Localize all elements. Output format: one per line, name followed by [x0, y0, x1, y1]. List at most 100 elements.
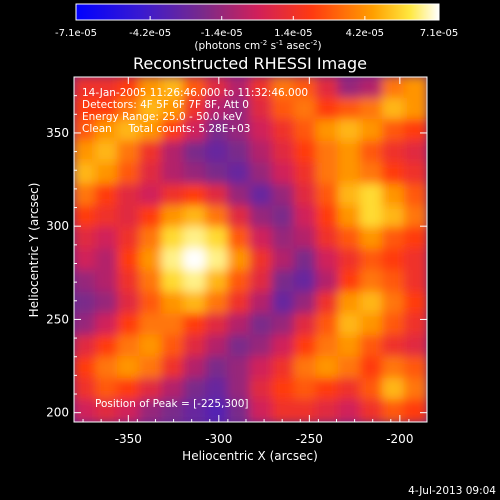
heatmap-cell: [315, 291, 340, 316]
heatmap-cell: [381, 119, 406, 143]
heatmap-cell: [183, 356, 208, 380]
heatmap-cell: [183, 140, 208, 165]
heatmap-cell: [74, 270, 98, 294]
heatmap-cell: [205, 162, 230, 186]
heatmap-cell: [161, 77, 186, 100]
heatmap-cell: [315, 119, 340, 143]
heatmap-cell: [249, 119, 274, 143]
heatmap-cell: [117, 356, 142, 380]
heatmap-cell: [227, 248, 252, 273]
heatmap-cell: [95, 226, 120, 251]
heatmap-cell: [205, 205, 230, 229]
heatmap-cell: [227, 270, 252, 294]
heatmap-cell: [403, 140, 427, 165]
heatmap-cell: [271, 97, 296, 122]
heatmap-cell: [337, 334, 362, 359]
heatmap-cell: [205, 334, 230, 359]
heatmap-cell: [337, 162, 362, 186]
heatmap-cell: [139, 377, 164, 402]
heatmap-cell: [74, 140, 98, 165]
footer-date: 4-Jul-2013 09:04: [408, 485, 496, 497]
heatmap-cell: [227, 226, 252, 251]
heatmap-cell: [161, 377, 186, 402]
heatmap-cell: [139, 162, 164, 186]
heatmap-cell: [381, 205, 406, 229]
heatmap-cell: [205, 97, 230, 122]
heatmap-cell: [337, 399, 362, 422]
x-tick-label: -200: [386, 432, 413, 446]
heatmap-cell: [337, 140, 362, 165]
heatmap-cell: [139, 77, 164, 100]
heatmap-cell: [249, 205, 274, 229]
heatmap-cell: [183, 313, 208, 337]
heatmap-cell: [293, 334, 318, 359]
heatmap-cell: [315, 248, 340, 273]
heatmap-cell: [249, 226, 274, 251]
y-axis-ticks: 200 250 300 350: [46, 95, 427, 420]
heatmap-cell: [337, 248, 362, 273]
heatmap-cell: [139, 399, 164, 422]
heatmap-cell: [74, 291, 98, 316]
heatmap-cell: [139, 248, 164, 273]
heatmap-cell: [95, 334, 120, 359]
heatmap-cell: [161, 162, 186, 186]
heatmap-cell: [117, 140, 142, 165]
heatmap-cell: [359, 313, 384, 337]
heatmap-cell: [293, 97, 318, 122]
heatmap-cell: [161, 399, 186, 422]
heatmap-cell: [227, 313, 252, 337]
annotation-clean: Clean Total counts: 5.28E+03: [82, 123, 251, 135]
heatmap-cell: [403, 334, 427, 359]
heatmap-cell: [271, 205, 296, 229]
heatmap-cell: [381, 183, 406, 208]
x-tick-label: -300: [205, 432, 232, 446]
x-axis-ticks: -350 -300 -250 -200: [82, 77, 413, 446]
heatmap-cell: [74, 248, 98, 273]
heatmap-cell: [403, 291, 427, 316]
heatmap-cell: [359, 162, 384, 186]
colorbar-tick-label: 4.2e-05: [346, 28, 384, 39]
heatmap-cell: [161, 140, 186, 165]
heatmap-cell: [95, 162, 120, 186]
heatmap-cell: [205, 183, 230, 208]
heatmap-cell: [139, 97, 164, 122]
plot-frame: [73, 76, 428, 423]
heatmap-cell: [183, 248, 208, 273]
heatmap-cell: [183, 399, 208, 422]
heatmap-cell: [161, 356, 186, 380]
heatmap-cell: [381, 291, 406, 316]
heatmap-cell: [95, 97, 120, 122]
heatmap-cell: [249, 291, 274, 316]
heatmap-cell: [381, 77, 406, 100]
heatmap-cell: [95, 140, 120, 165]
heatmap-cell: [337, 356, 362, 380]
heatmap-cell: [95, 183, 120, 208]
heatmap-cell: [293, 226, 318, 251]
heatmap-cell: [205, 226, 230, 251]
heatmap-cell: [183, 119, 208, 143]
heatmap-cell: [249, 97, 274, 122]
heatmap-cell: [227, 97, 252, 122]
heatmap-cell: [271, 226, 296, 251]
heatmap-cell: [227, 399, 252, 422]
heatmap-cell: [227, 162, 252, 186]
heatmap-cell: [359, 205, 384, 229]
heatmap-cell: [227, 119, 252, 143]
heatmap-cell: [139, 291, 164, 316]
heatmap-cell: [95, 291, 120, 316]
heatmap-cell: [381, 226, 406, 251]
heatmap-cell: [74, 334, 98, 359]
heatmap-cell: [403, 399, 427, 422]
heatmap-cell: [161, 205, 186, 229]
heatmap-cell: [271, 162, 296, 186]
heatmap-cell: [117, 97, 142, 122]
heatmap-cell: [74, 162, 98, 186]
x-tick-label: -250: [296, 432, 323, 446]
heatmap-cell: [359, 270, 384, 294]
heatmap-cell: [227, 183, 252, 208]
heatmap-cell: [249, 77, 274, 100]
heatmap-cell: [117, 334, 142, 359]
heatmap-cell: [183, 334, 208, 359]
heatmap-cell: [403, 226, 427, 251]
